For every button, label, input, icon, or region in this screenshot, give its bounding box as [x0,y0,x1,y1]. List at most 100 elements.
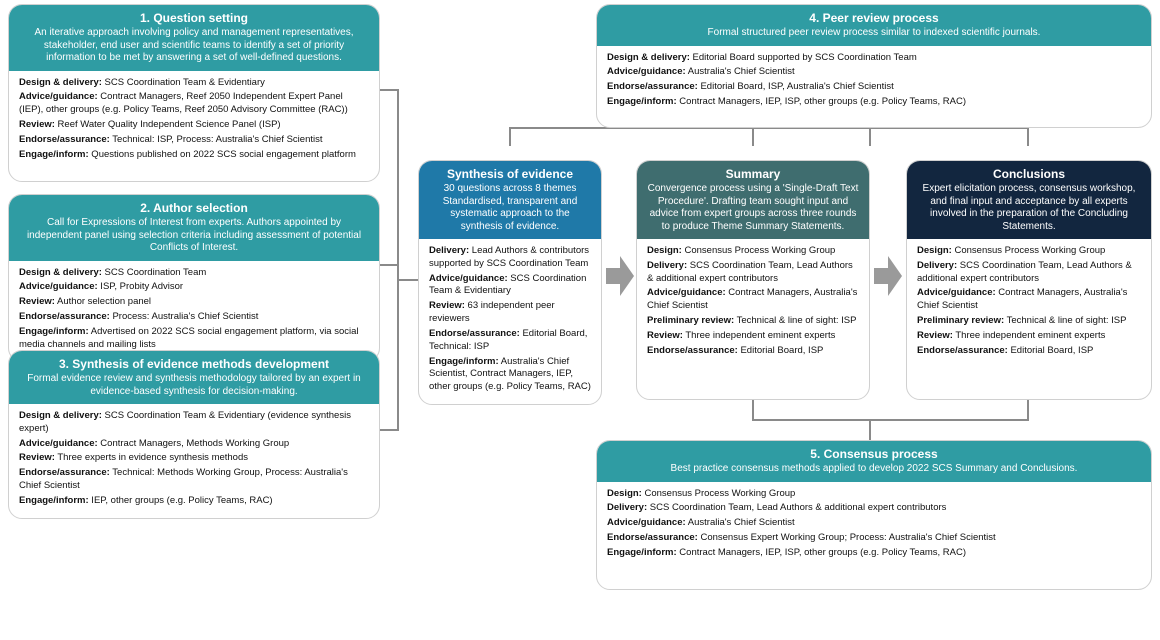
box-subtitle: Formal evidence review and synthesis met… [19,373,369,398]
box-title: 5. Consensus process [607,447,1141,461]
row-label: Engage/inform: [429,356,499,367]
box-consensus-process: 5. Consensus process Best practice consen… [596,440,1152,590]
row-label: Engage/inform: [607,96,677,107]
box-subtitle: Convergence process using a 'Single-Draf… [647,183,859,233]
row-label: Review: [429,300,465,311]
row-text: Reef Water Quality Independent Science P… [55,119,281,130]
box-header: 2. Author selectionCall for Expressions … [9,195,379,261]
box-summary: Summary Convergence process using a 'Sing… [636,160,870,400]
box-subtitle: 30 questions across 8 themes Standardise… [429,183,591,233]
row-label: Advice/guidance: [19,281,98,292]
box-row: Design: Consensus Process Working Group [917,245,1141,258]
row-text: Three experts in evidence synthesis meth… [55,452,248,463]
box-row: Endorse/assurance: Consensus Expert Work… [607,532,1141,545]
row-label: Delivery: [607,502,647,513]
row-label: Review: [647,330,683,341]
box-subtitle: Best practice consensus methods applied … [607,463,1141,476]
row-label: Review: [19,452,55,463]
row-text: Questions published on 2022 SCS social e… [89,149,356,160]
box-title: Summary [647,167,859,181]
box-row: Advice/guidance: Australia's Chief Scien… [607,66,1141,79]
row-label: Delivery: [917,260,957,271]
box-row: Review: Author selection panel [19,296,369,309]
row-label: Advice/guidance: [19,438,98,449]
box-row: Review: 63 independent peer reviewers [429,300,591,326]
box-row: Design: Consensus Process Working Group [647,245,859,258]
box-row: Endorse/assurance: Technical: Methods Wo… [19,467,369,493]
box-body: Delivery: Lead Authors & contributors su… [419,239,601,404]
box-row: Advice/guidance: Contract Managers, Meth… [19,438,369,451]
row-label: Review: [917,330,953,341]
row-label: Endorse/assurance: [19,467,110,478]
box-row: Preliminary review: Technical & line of … [917,315,1141,328]
box-row: Design & delivery: SCS Coordination Team [19,267,369,280]
box-question-setting: 1. Question settingAn iterative approach… [8,4,380,182]
row-text: Author selection panel [55,296,151,307]
row-label: Review: [19,296,55,307]
row-text: Three independent eminent experts [953,330,1105,341]
row-label: Design: [917,245,952,256]
box-synthesis-evidence: Synthesis of evidence 30 questions across… [418,160,602,405]
box-row: Design & delivery: SCS Coordination Team… [19,410,369,436]
row-text: Editorial Board, ISP, Australia's Chief … [698,81,894,92]
row-label: Delivery: [647,260,687,271]
row-text: Technical: ISP, Process: Australia's Chi… [110,134,323,145]
box-subtitle: Expert elicitation process, consensus wo… [917,183,1141,233]
box-title: 4. Peer review process [607,11,1141,25]
box-row: Endorse/assurance: Editorial Board, ISP [647,345,859,358]
row-label: Design & delivery: [19,77,102,88]
box-body: Design & delivery: SCS Coordination Team… [9,71,379,172]
row-label: Design & delivery: [19,410,102,421]
box-row: Advice/guidance: Contract Managers, Aust… [917,287,1141,313]
box-body: Design & delivery: SCS Coordination Team… [9,261,379,362]
row-text: Consensus Process Working Group [952,245,1105,256]
box-header: 4. Peer review process Formal structured … [597,5,1151,46]
box-subtitle: Formal structured peer review process si… [607,27,1141,40]
row-label: Engage/inform: [19,326,89,337]
box-title: Synthesis of evidence [429,167,591,181]
row-label: Preliminary review: [647,315,734,326]
row-label: Advice/guidance: [607,517,686,528]
box-row: Review: Three experts in evidence synthe… [19,452,369,465]
row-label: Engage/inform: [19,149,89,160]
row-label: Advice/guidance: [607,66,686,77]
box-header: Conclusions Expert elicitation process, c… [907,161,1151,239]
row-text: ISP, Probity Advisor [98,281,183,292]
row-text: Consensus Process Working Group [682,245,835,256]
box-title: 3. Synthesis of evidence methods develop… [19,357,369,371]
row-text: Process: Australia's Chief Scientist [110,311,259,322]
box-row: Advice/guidance: ISP, Probity Advisor [19,281,369,294]
box-header: 5. Consensus process Best practice consen… [597,441,1151,482]
box-row: Endorse/assurance: Technical: ISP, Proce… [19,134,369,147]
row-text: SCS Coordination Team, Lead Authors & ad… [647,502,946,513]
row-text: Consensus Process Working Group [642,488,795,499]
box-row: Engage/inform: Advertised on 2022 SCS so… [19,326,369,352]
box-row: Delivery: SCS Coordination Team, Lead Au… [607,502,1141,515]
box-row: Delivery: Lead Authors & contributors su… [429,245,591,271]
box-author-selection: 2. Author selectionCall for Expressions … [8,194,380,362]
box-title: Conclusions [917,167,1141,181]
row-text: Australia's Chief Scientist [686,517,795,528]
box-row: Advice/guidance: Contract Managers, Aust… [647,287,859,313]
row-label: Advice/guidance: [647,287,726,298]
row-label: Preliminary review: [917,315,1004,326]
box-row: Advice/guidance: SCS Coordination Team &… [429,273,591,299]
box-row: Delivery: SCS Coordination Team, Lead Au… [647,260,859,286]
row-label: Delivery: [429,245,469,256]
row-text: Technical & line of sight: ISP [1004,315,1126,326]
box-header: 1. Question settingAn iterative approach… [9,5,379,71]
box-title: 1. Question setting [19,11,369,25]
row-text: Australia's Chief Scientist [686,66,795,77]
row-label: Engage/inform: [19,495,89,506]
box-row: Delivery: SCS Coordination Team, Lead Au… [917,260,1141,286]
row-label: Endorse/assurance: [429,328,520,339]
box-row: Review: Reef Water Quality Independent S… [19,119,369,132]
row-label: Endorse/assurance: [917,345,1008,356]
box-body: Design & delivery: SCS Coordination Team… [9,404,379,518]
row-text: SCS Coordination Team [102,267,206,278]
row-label: Review: [19,119,55,130]
row-label: Endorse/assurance: [19,311,110,322]
box-row: Advice/guidance: Australia's Chief Scien… [607,517,1141,530]
row-text: Editorial Board, ISP [1008,345,1094,356]
box-body: Design: Consensus Process Working GroupD… [907,239,1151,368]
